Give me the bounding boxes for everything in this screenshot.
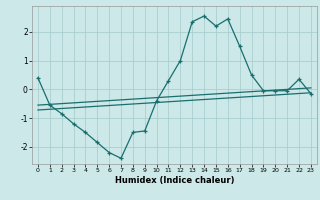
X-axis label: Humidex (Indice chaleur): Humidex (Indice chaleur) xyxy=(115,176,234,185)
